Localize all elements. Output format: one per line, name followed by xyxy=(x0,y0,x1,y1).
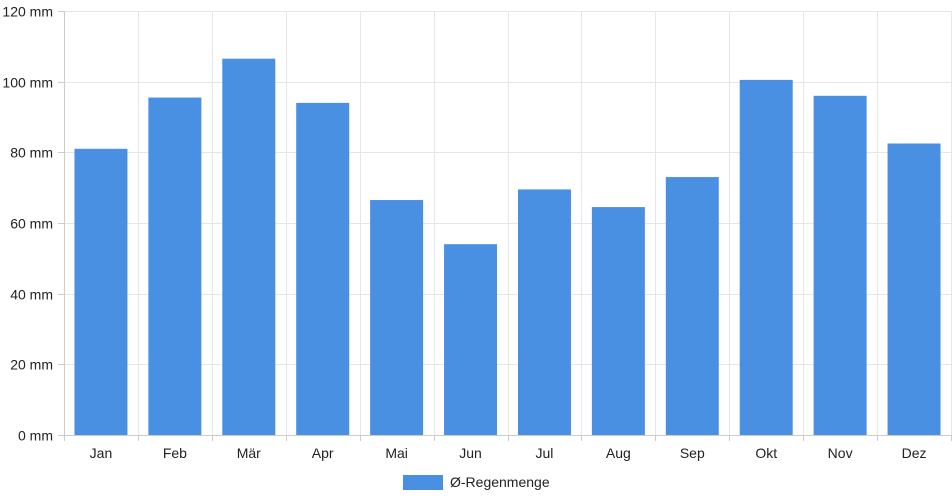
x-tick-label: Sep xyxy=(680,445,705,461)
y-tick-label: 60 mm xyxy=(10,216,53,232)
x-tick-labels: Jan Feb Mär Apr Mai Jun Jul Aug Sep Okt Nov Dez xyxy=(90,445,927,461)
bar-dez[interactable] xyxy=(887,143,941,436)
x-tick-label: Apr xyxy=(312,445,334,461)
bar-feb[interactable] xyxy=(148,97,202,436)
bar-mai[interactable] xyxy=(370,200,424,435)
y-tick-label: 0 mm xyxy=(18,428,53,444)
y-tick-labels: 0 mm 20 mm 40 mm 60 mm 80 mm 100 mm 120 mm xyxy=(2,4,53,444)
legend-label[interactable]: Ø-Regenmenge xyxy=(450,474,550,490)
x-tick-label: Jun xyxy=(459,445,482,461)
bar-jan[interactable] xyxy=(74,148,128,436)
x-tick-label: Jul xyxy=(536,445,554,461)
x-tick-label: Jan xyxy=(90,445,113,461)
bar-jun[interactable] xyxy=(444,244,498,435)
y-tick-label: 100 mm xyxy=(2,75,53,91)
x-tick-label: Feb xyxy=(163,445,187,461)
y-tick-label: 40 mm xyxy=(10,287,53,303)
bar-okt[interactable] xyxy=(739,79,793,436)
bars xyxy=(74,58,941,436)
y-tick-label: 20 mm xyxy=(10,357,53,373)
bar-apr[interactable] xyxy=(296,102,350,435)
y-tick-label: 80 mm xyxy=(10,145,53,161)
x-tick-label: Nov xyxy=(828,445,853,461)
x-tick-label: Mai xyxy=(385,445,408,461)
x-tick-label: Okt xyxy=(755,445,777,461)
bar-mär[interactable] xyxy=(222,58,276,435)
x-tick-label: Mär xyxy=(237,445,261,461)
legend-swatch[interactable] xyxy=(403,475,443,490)
x-tick-label: Dez xyxy=(902,445,927,461)
bar-aug[interactable] xyxy=(591,207,645,435)
bar-nov[interactable] xyxy=(813,95,867,436)
legend[interactable]: Ø-Regenmenge xyxy=(403,474,550,490)
x-tick-label: Aug xyxy=(606,445,631,461)
y-tick-label: 120 mm xyxy=(2,4,53,20)
bar-jul[interactable] xyxy=(517,189,571,435)
bar-sep[interactable] xyxy=(665,177,719,436)
